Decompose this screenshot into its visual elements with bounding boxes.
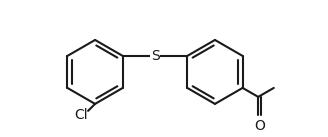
Text: Cl: Cl [74, 108, 88, 122]
Text: S: S [151, 49, 159, 63]
Text: O: O [254, 119, 265, 133]
